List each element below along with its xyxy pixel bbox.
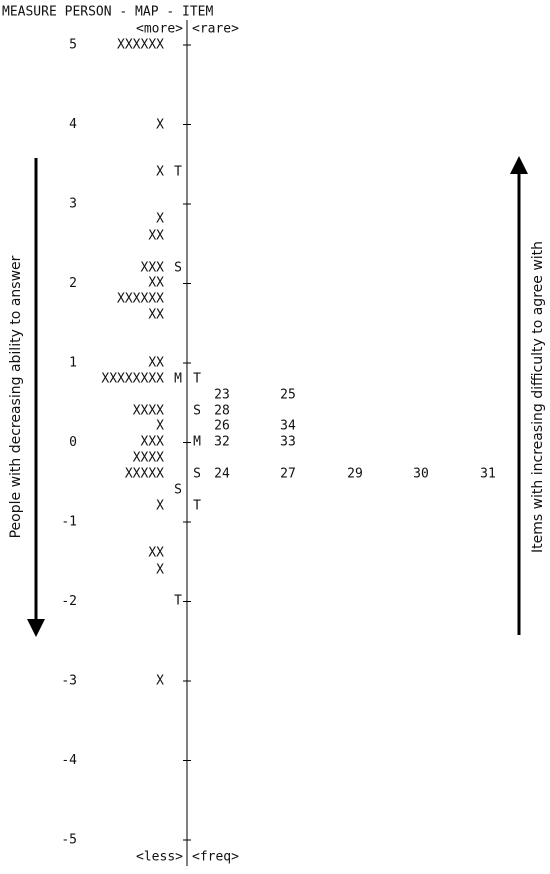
item: 27: [280, 467, 296, 482]
person-marker: T: [174, 594, 182, 609]
persons: X: [156, 165, 164, 180]
item-marker: T: [193, 499, 201, 514]
persons: X: [156, 118, 164, 133]
persons: XXXXX: [125, 467, 164, 482]
persons: XXXX: [133, 404, 164, 419]
item-marker: S: [193, 404, 201, 419]
item: 32: [214, 435, 230, 450]
item: 33: [280, 435, 296, 450]
persons: X: [156, 419, 164, 434]
item-marker: S: [193, 467, 201, 482]
left-arrow-label: People with decreasing ability to answer: [8, 255, 24, 538]
person-marker: T: [174, 165, 182, 180]
persons: X: [156, 563, 164, 578]
persons: X: [156, 674, 164, 689]
scale-label: -4: [61, 753, 77, 768]
item-marker: T: [193, 372, 201, 387]
right-arrow-label: Items with increasing difficulty to agre…: [530, 241, 546, 553]
top-item-label: <rare>: [192, 22, 239, 37]
scale-label: -2: [61, 594, 77, 609]
persons: XX: [148, 276, 164, 291]
item-marker: M: [193, 435, 201, 450]
scale-label: 4: [69, 117, 77, 132]
scale-label: -1: [61, 515, 77, 530]
bottom-item-label: <freq>: [192, 850, 239, 865]
header: MEASURE PERSON - MAP - ITEM: [2, 5, 213, 20]
persons: X: [156, 212, 164, 227]
scale-label: 5: [69, 38, 77, 53]
scale-label: -3: [61, 674, 77, 689]
person-marker: S: [174, 483, 182, 498]
persons: XXXX: [133, 451, 164, 466]
scale-label: 3: [69, 197, 77, 212]
persons: XXXXXX: [117, 292, 164, 307]
persons: XX: [148, 546, 164, 561]
persons: X: [156, 499, 164, 514]
item: 28: [214, 404, 230, 419]
persons: XXXXXX: [117, 38, 164, 53]
item: 25: [280, 388, 296, 403]
item: 30: [413, 467, 429, 482]
bottom-person-label: <less>: [136, 850, 183, 865]
scale-label: 0: [69, 435, 77, 450]
item: 26: [214, 419, 230, 434]
persons: XXXXXXXX: [101, 372, 164, 387]
persons: XX: [148, 356, 164, 371]
scale-label: 1: [69, 356, 77, 371]
item: 31: [480, 467, 496, 482]
item: 34: [280, 419, 296, 434]
persons: XX: [148, 229, 164, 244]
person-marker: S: [174, 261, 182, 276]
item: 24: [214, 467, 230, 482]
persons: XXX: [141, 261, 165, 276]
scale-label: 2: [69, 276, 77, 291]
person-marker: M: [174, 372, 182, 387]
top-person-label: <more>: [136, 22, 183, 37]
item: 29: [347, 467, 363, 482]
persons: XX: [148, 308, 164, 323]
scale-label: -5: [61, 833, 77, 848]
item: 23: [214, 388, 230, 403]
persons: XXX: [141, 435, 165, 450]
